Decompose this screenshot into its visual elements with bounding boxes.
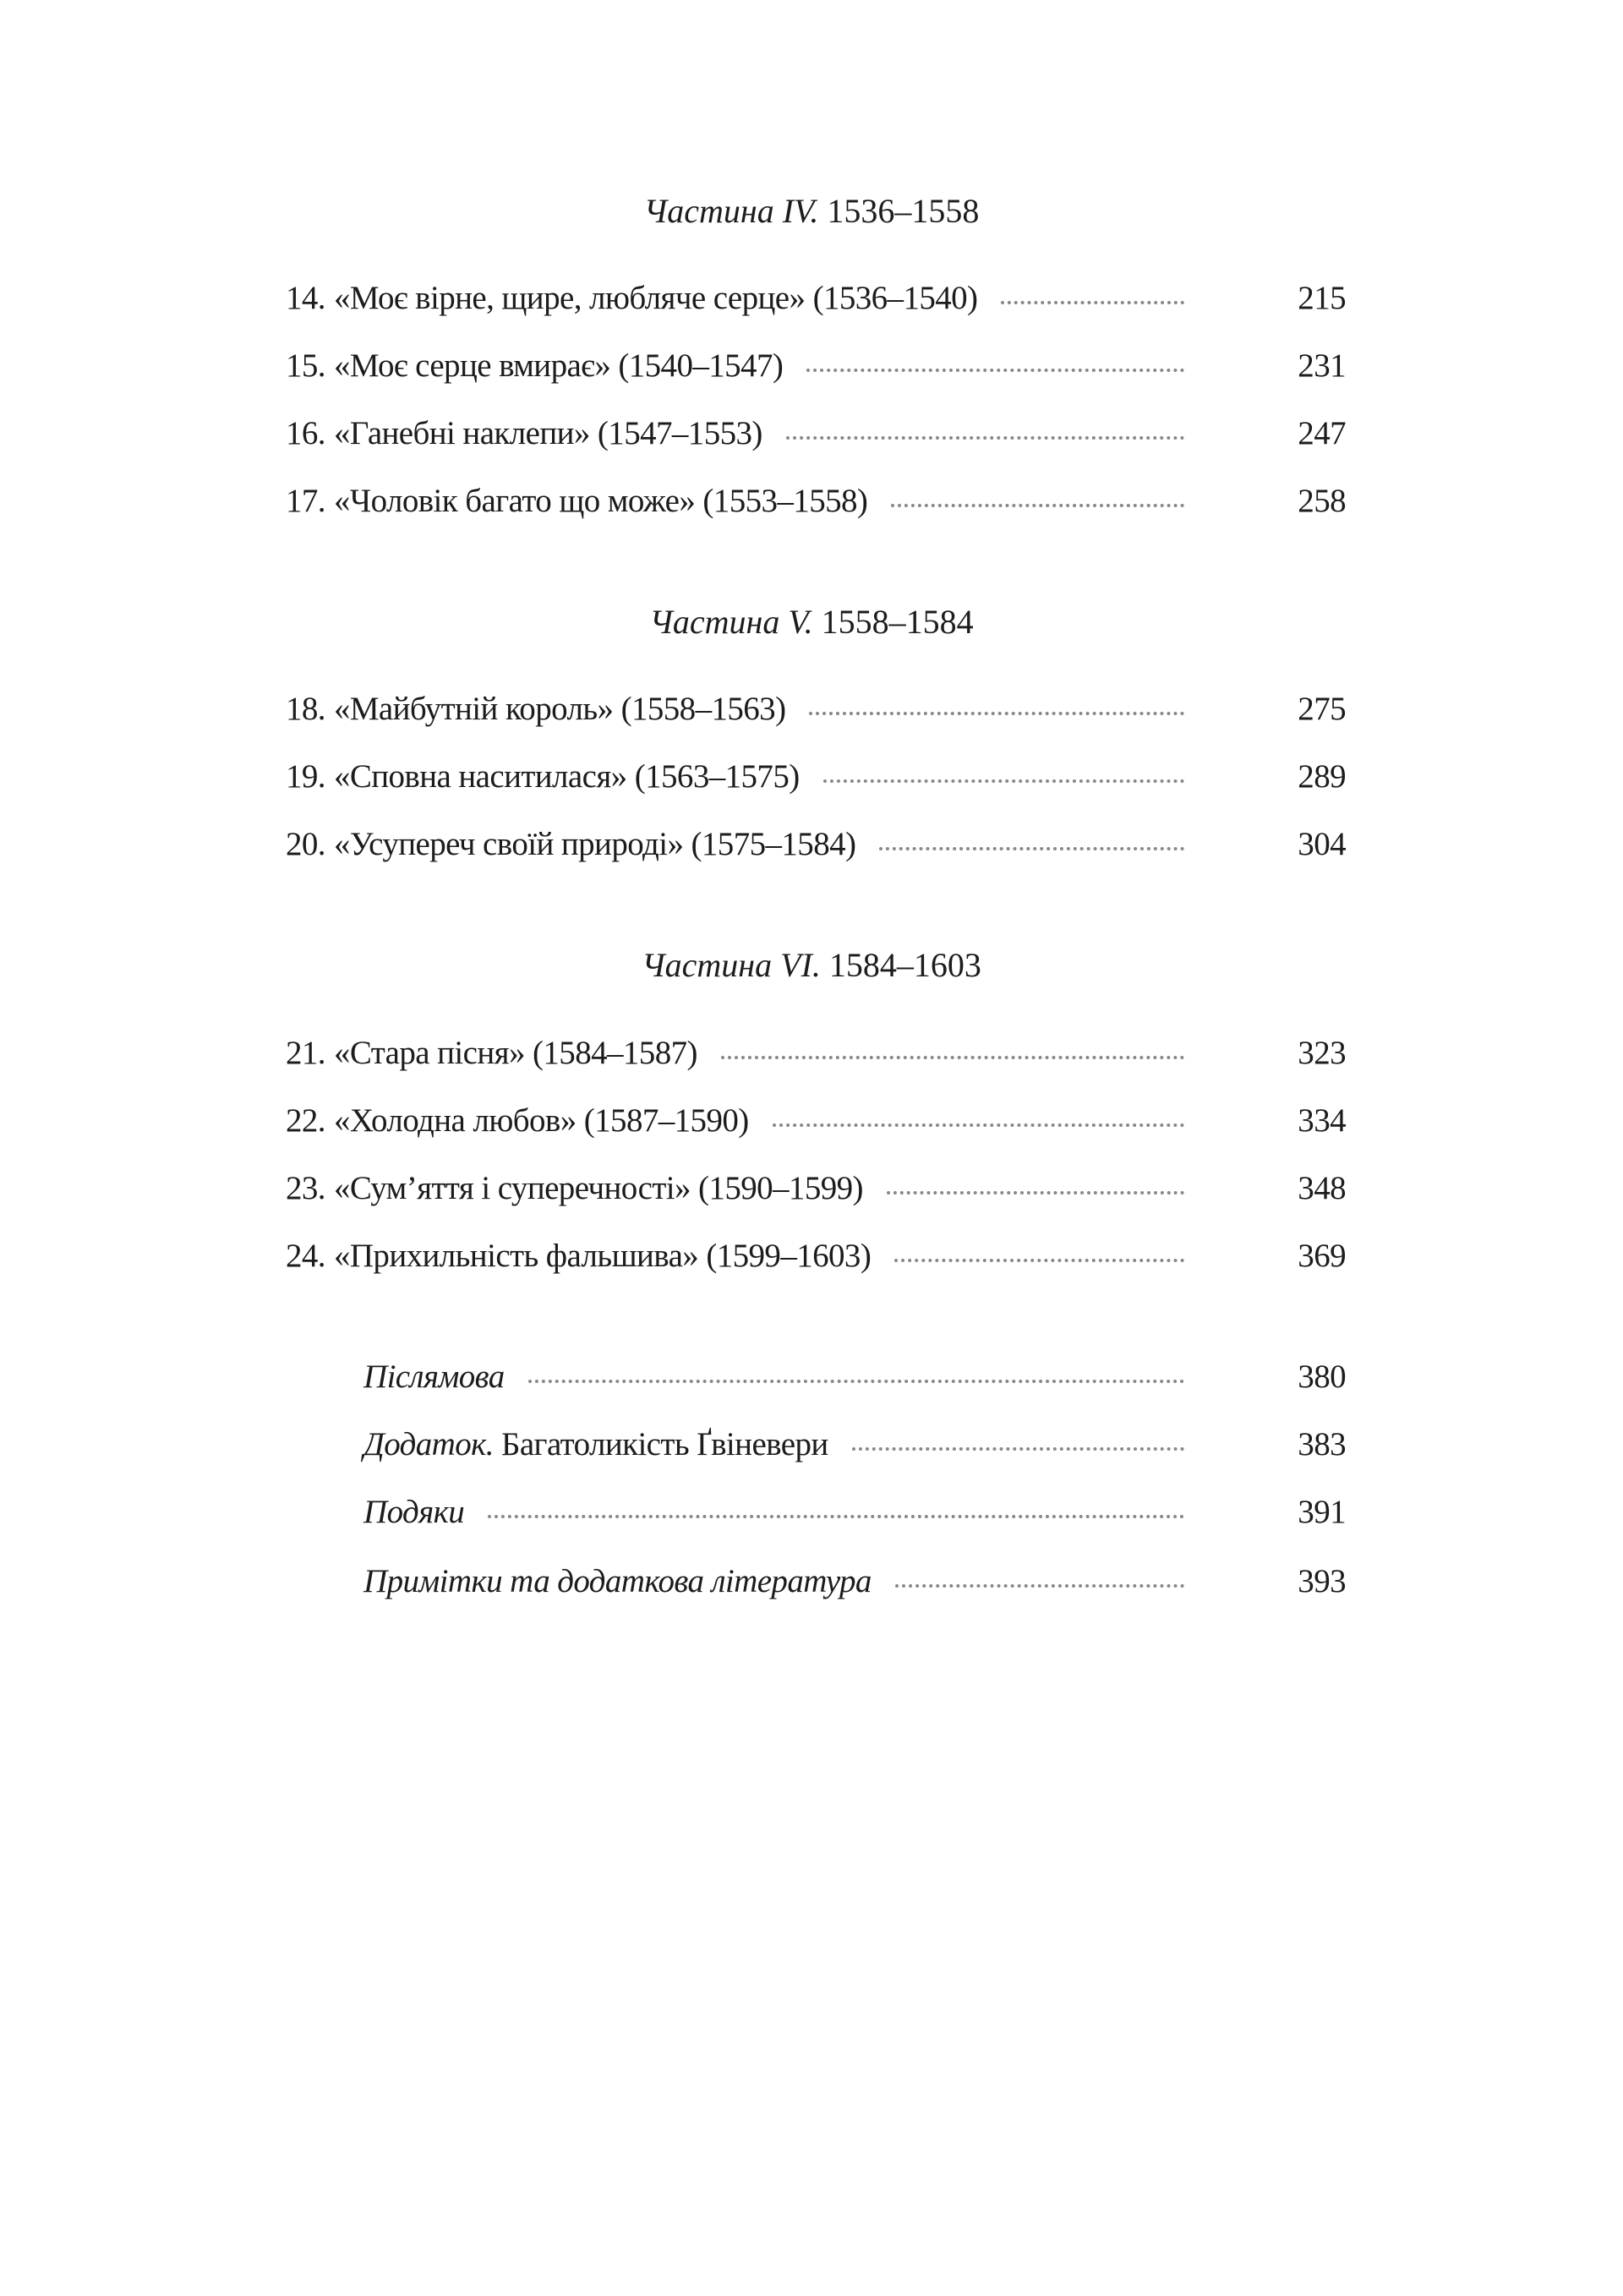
entry-title: Подяки — [363, 1493, 465, 1530]
part-heading: Частина IV. 1536–1558 — [0, 191, 1623, 232]
dot-leader — [806, 369, 1185, 372]
chapter-title: «Сповна наситилася» (1563–1575) — [333, 757, 800, 795]
page-number: 369 — [1298, 1237, 1346, 1274]
dot-leader — [488, 1515, 1185, 1518]
toc-entry[interactable]: 16. «Ганебні наклепи» (1547–1553) 247 — [286, 412, 1347, 454]
chapter-title: «Прихильність фальшива» (1599–1603) — [333, 1237, 872, 1274]
part-label: Частина IV. — [643, 192, 819, 230]
dot-leader — [785, 436, 1185, 440]
toc-entry[interactable]: 18. «Майбутній король» (1558–1563) 275 — [286, 687, 1347, 730]
toc-entry[interactable]: 14. «Моє вірне, щире, любляче серце» (153… — [286, 276, 1347, 319]
chapter-title: «Моє серце вмирає» (1540–1547) — [333, 347, 784, 384]
chapter-number: 20. — [286, 825, 326, 862]
dot-leader — [720, 1056, 1185, 1059]
entry-title: Післямова — [363, 1358, 505, 1395]
toc-entry[interactable]: 19. «Сповна наситилася» (1563–1575) 289 — [286, 755, 1347, 797]
entry-title: Додаток. — [363, 1425, 494, 1462]
chapter-number: 24. — [286, 1237, 326, 1274]
chapter-number: 15. — [286, 347, 326, 384]
toc-entry[interactable]: 15. «Моє серце вмирає» (1540–1547) 231 — [286, 344, 1347, 386]
part-label: Частина VI. — [642, 946, 821, 984]
dot-leader — [894, 1259, 1185, 1262]
dot-leader — [851, 1447, 1185, 1451]
dot-leader — [891, 504, 1185, 507]
entry-title-rest: Багатоликість Ґвіневери — [493, 1425, 828, 1462]
page-number: 289 — [1298, 757, 1346, 795]
chapter-title: «Усупереч своїй природі» (1575–1584) — [333, 825, 856, 862]
chapter-title: «Холодна любов» (1587–1590) — [333, 1102, 749, 1139]
page-number: 334 — [1298, 1102, 1346, 1139]
part-years: 1536–1558 — [827, 192, 980, 230]
page-number: 380 — [1298, 1358, 1346, 1395]
chapter-title: «Ганебні наклепи» (1547–1553) — [333, 414, 762, 451]
chapter-number: 18. — [286, 690, 326, 727]
chapter-title: «Сум’яття і суперечності» (1590–1599) — [333, 1169, 864, 1206]
chapter-number: 23. — [286, 1169, 326, 1206]
toc-entry-notes[interactable]: Примітки та додаткова література 393 — [363, 1560, 1347, 1602]
dot-leader — [886, 1191, 1185, 1194]
dot-leader — [822, 779, 1185, 783]
page-number: 304 — [1298, 825, 1346, 862]
dot-leader — [879, 847, 1185, 850]
page-number: 383 — [1298, 1425, 1346, 1462]
chapter-title: «Моє вірне, щире, любляче серце» (1536–1… — [333, 279, 978, 316]
entry-title: Примітки та додаткова література — [363, 1562, 872, 1599]
toc-entry-afterword[interactable]: Післямова 380 — [363, 1355, 1347, 1397]
chapter-number: 22. — [286, 1102, 326, 1139]
chapter-title: «Чоловік багато що може» (1553–1558) — [333, 482, 868, 519]
toc-entry[interactable]: 20. «Усупереч своїй природі» (1575–1584) 3… — [286, 823, 1347, 865]
chapter-number: 17. — [286, 482, 326, 519]
page-number: 247 — [1298, 414, 1346, 451]
toc-entry-appendix[interactable]: Додаток. Багатоликість Ґвіневери 383 — [363, 1423, 1347, 1465]
page-number: 391 — [1298, 1493, 1346, 1530]
toc-entry[interactable]: 21. «Стара пісня» (1584–1587) 323 — [286, 1031, 1347, 1074]
part-label: Частина V. — [649, 603, 813, 641]
page-number: 393 — [1298, 1562, 1346, 1599]
page-number: 275 — [1298, 690, 1346, 727]
part-heading: Частина V. 1558–1584 — [0, 602, 1623, 642]
page-number: 323 — [1298, 1034, 1346, 1071]
part-years: 1558–1584 — [821, 603, 974, 641]
toc-entry[interactable]: 22. «Холодна любов» (1587–1590) 334 — [286, 1099, 1347, 1141]
page-number: 215 — [1298, 279, 1346, 316]
part-heading: Частина VI. 1584–1603 — [0, 945, 1623, 986]
page-number: 231 — [1298, 347, 1346, 384]
page-number: 348 — [1298, 1169, 1346, 1206]
toc-entry[interactable]: 23. «Сум’яття і суперечності» (1590–1599)… — [286, 1167, 1347, 1209]
toc-entry[interactable]: 24. «Прихильність фальшива» (1599–1603) 36… — [286, 1234, 1347, 1276]
chapter-title: «Стара пісня» (1584–1587) — [333, 1034, 698, 1071]
toc-entry-acknowledgements[interactable]: Подяки 391 — [363, 1490, 1347, 1533]
dot-leader — [1001, 301, 1185, 304]
dot-leader — [527, 1380, 1185, 1383]
chapter-number: 16. — [286, 414, 326, 451]
dot-leader — [894, 1584, 1185, 1588]
chapter-number: 21. — [286, 1034, 326, 1071]
chapter-title: «Майбутній король» (1558–1563) — [333, 690, 786, 727]
chapter-number: 19. — [286, 757, 326, 795]
toc-entry[interactable]: 17. «Чоловік багато що може» (1553–1558) 2… — [286, 479, 1347, 522]
chapter-number: 14. — [286, 279, 326, 316]
part-years: 1584–1603 — [828, 946, 981, 984]
dot-leader — [772, 1123, 1185, 1127]
page-number: 258 — [1298, 482, 1346, 519]
dot-leader — [809, 712, 1185, 715]
